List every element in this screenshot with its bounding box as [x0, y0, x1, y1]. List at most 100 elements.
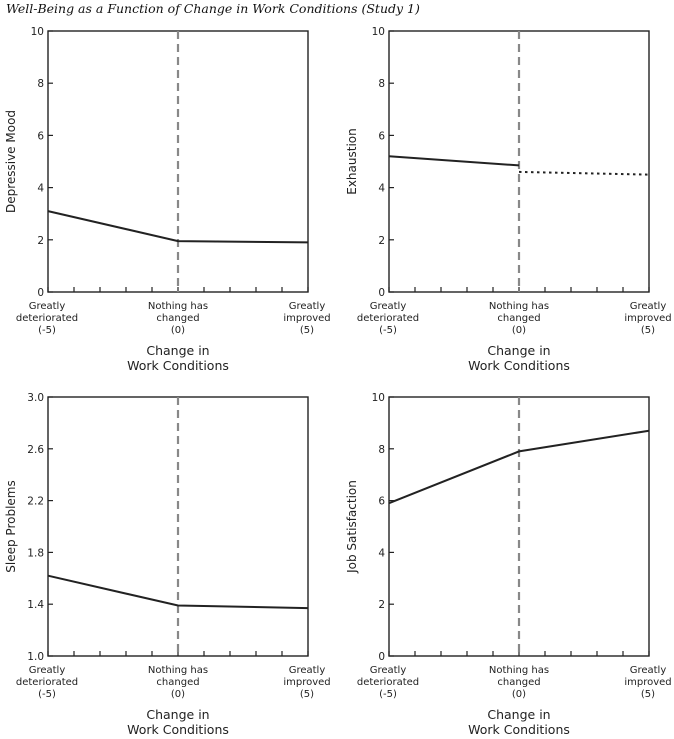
y-tick-label: 1.8 [27, 547, 44, 559]
y-axis-label: Job Satisfaction [345, 480, 359, 574]
svg-text:Nothing has: Nothing has [148, 665, 208, 676]
series-line [518, 170, 650, 176]
y-tick-label: 10 [31, 26, 44, 38]
y-tick-label: 2 [37, 235, 44, 247]
svg-text:Greatly: Greatly [29, 665, 66, 676]
plot-frame [388, 396, 650, 657]
svg-text:(0): (0) [512, 325, 526, 336]
svg-text:Greatly: Greatly [370, 665, 407, 676]
svg-text:improved: improved [283, 677, 330, 688]
svg-text:(5): (5) [300, 689, 314, 700]
svg-text:Change in: Change in [487, 343, 550, 358]
svg-text:Greatly: Greatly [29, 301, 66, 312]
y-tick-label: 6 [378, 130, 385, 142]
y-tick-label: 6 [37, 130, 44, 142]
svg-text:changed: changed [497, 677, 540, 688]
series-line [47, 574, 309, 610]
svg-text:Greatly: Greatly [370, 301, 407, 312]
svg-text:Change in: Change in [146, 343, 209, 358]
svg-text:Work Conditions: Work Conditions [468, 358, 570, 373]
svg-text:deteriorated: deteriorated [16, 677, 78, 688]
y-tick-label: 0 [37, 287, 44, 299]
svg-text:(-5): (-5) [38, 325, 56, 336]
svg-text:Greatly: Greatly [289, 301, 326, 312]
svg-text:deteriorated: deteriorated [16, 313, 78, 324]
y-axis-label: Sleep Problems [4, 480, 18, 572]
y-tick-label: 10 [372, 26, 385, 38]
svg-text:Work Conditions: Work Conditions [127, 358, 229, 373]
series-line [47, 210, 309, 244]
y-tick-label: 4 [37, 183, 44, 195]
svg-text:Greatly: Greatly [630, 665, 667, 676]
svg-text:Change in: Change in [146, 707, 209, 722]
svg-text:Work Conditions: Work Conditions [468, 722, 570, 737]
y-tick-label: 0 [378, 287, 385, 299]
y-tick-label: 4 [378, 183, 385, 195]
y-tick-label: 8 [378, 444, 385, 456]
y-tick-label: 1.4 [27, 599, 44, 611]
y-tick-label: 2 [378, 599, 385, 611]
svg-text:(0): (0) [512, 689, 526, 700]
svg-text:(0): (0) [171, 325, 185, 336]
y-tick-label: 2 [378, 235, 385, 247]
svg-text:Change in: Change in [487, 707, 550, 722]
svg-text:changed: changed [156, 677, 199, 688]
svg-text:(-5): (-5) [379, 689, 397, 700]
svg-text:changed: changed [156, 313, 199, 324]
y-tick-label: 2.6 [27, 444, 44, 456]
y-tick-label: 2.2 [27, 496, 44, 508]
svg-text:(5): (5) [641, 325, 655, 336]
svg-text:Nothing has: Nothing has [489, 665, 549, 676]
svg-text:deteriorated: deteriorated [357, 677, 419, 688]
y-tick-label: 0 [378, 651, 385, 663]
svg-text:Work Conditions: Work Conditions [127, 722, 229, 737]
y-axis-label: Depressive Mood [4, 110, 18, 213]
y-tick-label: 6 [378, 496, 385, 508]
svg-text:changed: changed [497, 313, 540, 324]
svg-text:Nothing has: Nothing has [148, 301, 208, 312]
svg-text:(5): (5) [641, 689, 655, 700]
plot-frame [47, 396, 309, 657]
svg-text:(0): (0) [171, 689, 185, 700]
y-tick-label: 1.0 [27, 651, 44, 663]
y-tick-label: 8 [378, 78, 385, 90]
svg-text:improved: improved [283, 313, 330, 324]
svg-text:(-5): (-5) [379, 325, 397, 336]
y-tick-label: 10 [372, 392, 385, 404]
svg-text:Greatly: Greatly [630, 301, 667, 312]
chart-panel-exhaustion: 0246810ExhaustionGreatlydeteriorated(-5)… [345, 26, 672, 373]
svg-text:Nothing has: Nothing has [489, 301, 549, 312]
series-line [388, 429, 650, 505]
y-tick-label: 3.0 [27, 392, 44, 404]
svg-text:deteriorated: deteriorated [357, 313, 419, 324]
svg-text:improved: improved [624, 313, 671, 324]
figure-title: Well-Being as a Function of Change in Wo… [6, 1, 420, 16]
svg-text:Greatly: Greatly [289, 665, 326, 676]
series-line [388, 155, 520, 167]
y-tick-label: 4 [378, 547, 385, 559]
svg-text:improved: improved [624, 677, 671, 688]
y-tick-label: 8 [37, 78, 44, 90]
svg-text:(5): (5) [300, 325, 314, 336]
svg-text:(-5): (-5) [38, 689, 56, 700]
